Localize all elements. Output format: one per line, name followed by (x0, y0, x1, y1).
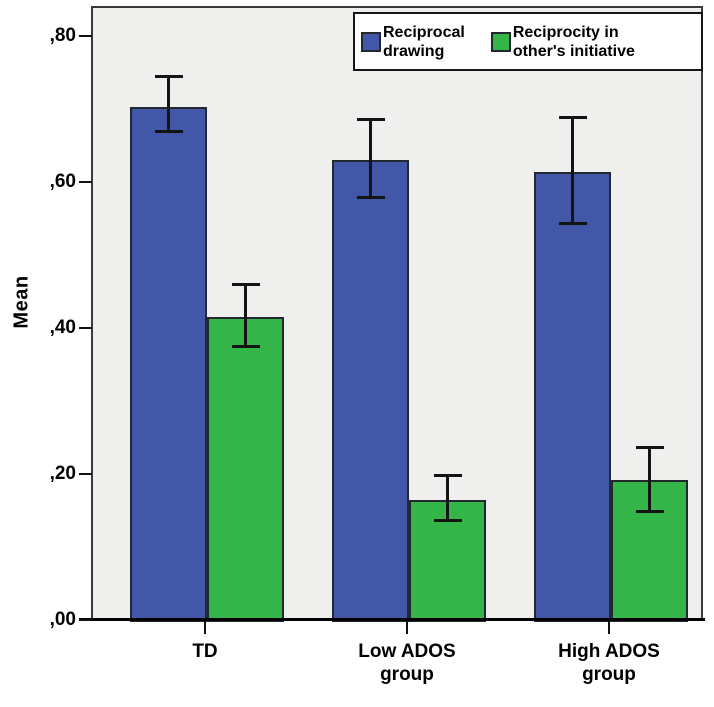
bar-high-ados-group-reciprocal-drawing (534, 171, 611, 622)
error-cap-bottom-high-ados-group-reciprocal-drawing (558, 222, 587, 226)
legend-entry-reciprocity-in-other-s-initiative: Reciprocity in other's initiative (490, 23, 635, 61)
error-bar-high-ados-group-reciprocal-drawing (571, 116, 574, 225)
error-cap-top-high-ados-group-reciprocity-in-other-s-initiative (635, 445, 664, 449)
y-tick-label-60: ,60 (49, 171, 76, 192)
x-tick-label-high-ados-group: High ADOS group (558, 641, 660, 685)
legend-swatch-reciprocity-in-other-s-initiative (490, 31, 511, 52)
y-tick-label-80: ,80 (49, 25, 76, 46)
error-cap-bottom-td-reciprocity-in-other-s-initiative (231, 344, 260, 348)
plot-area (91, 6, 703, 622)
y-tick-mark-80 (79, 35, 92, 37)
error-cap-bottom-low-ados-group-reciprocity-in-other-s-initiative (433, 519, 462, 523)
error-cap-top-high-ados-group-reciprocal-drawing (558, 115, 587, 119)
error-cap-bottom-low-ados-group-reciprocal-drawing (356, 195, 385, 199)
error-bar-low-ados-group-reciprocity-in-other-s-initiative (446, 475, 449, 522)
error-cap-top-low-ados-group-reciprocity-in-other-s-initiative (433, 474, 462, 478)
legend-label-reciprocal-drawing: Reciprocal drawing (383, 23, 465, 60)
error-bar-td-reciprocity-in-other-s-initiative (244, 284, 247, 347)
x-tick-mark-low-ados-group (406, 621, 408, 634)
y-tick-mark-00 (79, 619, 92, 621)
legend-entry-reciprocal-drawing: Reciprocal drawing (361, 23, 465, 61)
y-tick-mark-20 (79, 473, 92, 475)
error-bar-high-ados-group-reciprocity-in-other-s-initiative (648, 446, 651, 512)
y-tick-label-00: ,00 (49, 609, 76, 630)
error-cap-top-td-reciprocity-in-other-s-initiative (231, 283, 260, 286)
bar-td-reciprocal-drawing (130, 107, 207, 622)
y-tick-mark-40 (79, 327, 92, 329)
error-cap-bottom-td-reciprocal-drawing (154, 130, 183, 134)
error-cap-bottom-high-ados-group-reciprocity-in-other-s-initiative (635, 509, 664, 513)
y-tick-label-40: ,40 (49, 317, 76, 338)
x-axis-line (79, 618, 705, 621)
x-tick-label-td: TD (192, 641, 218, 662)
error-cap-top-low-ados-group-reciprocal-drawing (356, 118, 385, 122)
y-tick-mark-60 (79, 181, 92, 183)
error-cap-top-td-reciprocal-drawing (154, 74, 183, 78)
x-tick-mark-high-ados-group (608, 621, 610, 634)
error-bar-td-reciprocal-drawing (167, 75, 170, 133)
legend-label-reciprocity-in-other-s-initiative: Reciprocity in other's initiative (512, 23, 635, 60)
legend-swatch-reciprocal-drawing (361, 31, 381, 52)
x-tick-label-low-ados-group: Low ADOS group (358, 641, 456, 685)
y-tick-label-20: ,20 (49, 463, 76, 484)
bar-low-ados-group-reciprocal-drawing (332, 159, 409, 622)
legend: Reciprocal drawing Reciprocity in other's… (353, 12, 703, 71)
bar-td-reciprocity-in-other-s-initiative (207, 316, 284, 622)
error-bar-low-ados-group-reciprocal-drawing (369, 119, 372, 198)
x-tick-mark-td (204, 621, 206, 634)
